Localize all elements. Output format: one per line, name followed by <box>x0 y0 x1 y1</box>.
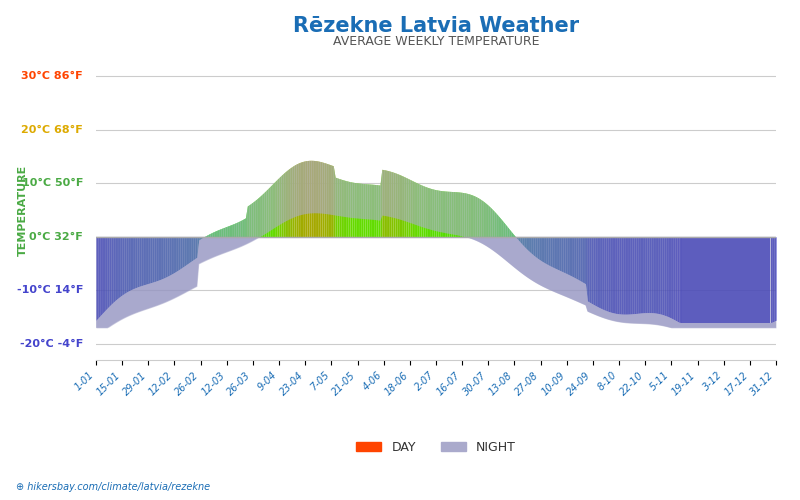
Text: 0°C 32°F: 0°C 32°F <box>29 232 83 242</box>
Text: 10°C 50°F: 10°C 50°F <box>22 178 83 188</box>
Text: 30°C 86°F: 30°C 86°F <box>22 71 83 81</box>
Text: TEMPERATURE: TEMPERATURE <box>18 164 28 256</box>
Text: -10°C 14°F: -10°C 14°F <box>17 286 83 296</box>
Text: 20°C 68°F: 20°C 68°F <box>21 124 83 134</box>
Title: Rēzekne Latvia Weather: Rēzekne Latvia Weather <box>293 16 579 36</box>
Text: ⊕ hikersbay.com/climate/latvia/rezekne: ⊕ hikersbay.com/climate/latvia/rezekne <box>16 482 210 492</box>
Text: -20°C -4°F: -20°C -4°F <box>20 339 83 349</box>
Text: AVERAGE WEEKLY TEMPERATURE: AVERAGE WEEKLY TEMPERATURE <box>333 35 539 48</box>
Legend: DAY, NIGHT: DAY, NIGHT <box>351 436 521 459</box>
